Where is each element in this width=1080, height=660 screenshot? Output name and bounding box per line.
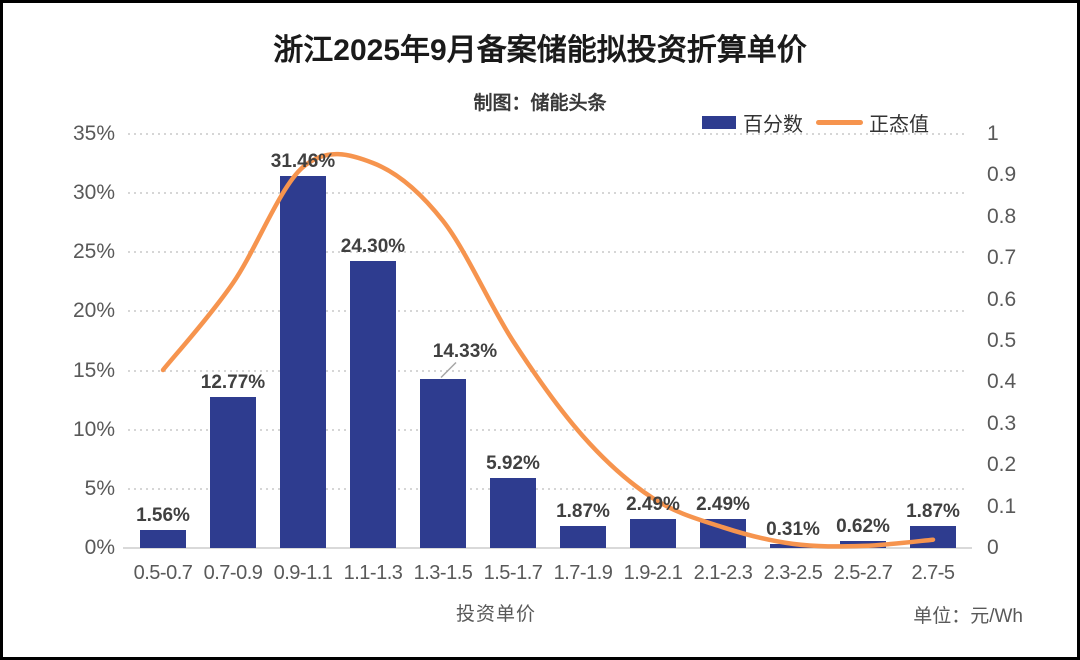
- x-axis-tick-label: 2.7-5: [911, 562, 955, 584]
- x-axis-tick-label: 0.5-0.7: [133, 562, 193, 584]
- bar: [560, 525, 606, 548]
- bar: [420, 378, 466, 548]
- x-axis-tick-label: 2.3-2.5: [763, 562, 823, 584]
- x-axis-tick-label: 1.5-1.7: [483, 562, 543, 584]
- bar-value-label: 5.92%: [486, 452, 540, 474]
- bar: [350, 260, 396, 548]
- unit-label: 单位：元/Wh: [913, 606, 1023, 627]
- right-axis-tick-label: 0.1: [987, 494, 1017, 518]
- bar-value-label: 2.49%: [696, 493, 750, 515]
- x-axis-tick-label: 1.9-2.1: [623, 562, 683, 584]
- x-axis-tick-label: 1.3-1.5: [413, 562, 473, 584]
- right-axis-tick-label: 0: [987, 536, 999, 559]
- gridline: [128, 310, 968, 313]
- left-axis-tick-label: 10%: [72, 417, 115, 441]
- bar-value-label: 1.87%: [556, 500, 610, 522]
- bar-value-label: 0.62%: [836, 515, 890, 537]
- legend-line-swatch-icon: [816, 119, 863, 125]
- right-axis-tick-label: 0.3: [987, 411, 1017, 435]
- x-axis-title: 投资单价: [456, 604, 537, 625]
- bar: [210, 396, 256, 548]
- x-axis-tick-label: 0.9-1.1: [273, 562, 333, 584]
- x-axis-tick-label: 2.1-2.3: [693, 562, 753, 584]
- legend: 百分数 正态值: [702, 109, 942, 136]
- legend-bar-swatch-icon: [702, 115, 736, 129]
- left-axis-tick-label: 5%: [84, 476, 115, 500]
- chart-title: 浙江2025年9月备案储能拟投资折算单价: [273, 34, 807, 67]
- right-axis-tick-label: 0.6: [987, 287, 1017, 311]
- chart-subtitle: 制图：储能头条: [473, 93, 607, 114]
- gridline: [128, 192, 968, 195]
- right-axis-tick-label: 0.2: [987, 453, 1017, 477]
- x-axis-tick-label: 1.1-1.3: [343, 562, 403, 584]
- bar-value-label: 31.46%: [270, 150, 336, 172]
- bar: [280, 175, 326, 548]
- bar: [490, 477, 536, 548]
- normal-curve-line: [160, 151, 936, 549]
- right-axis-tick-label: 0.8: [987, 204, 1017, 228]
- bar: [770, 544, 816, 548]
- bar-value-label: 14.33%: [432, 340, 498, 362]
- bar: [140, 529, 186, 548]
- right-axis-tick-label: 1: [987, 122, 999, 145]
- bar-value-label: 2.49%: [626, 493, 680, 515]
- left-axis-tick-label: 25%: [72, 240, 115, 264]
- left-axis-tick-label: 15%: [72, 358, 115, 382]
- x-axis-tick-label: 0.7-0.9: [203, 562, 263, 584]
- right-axis-tick-label: 0.7: [987, 246, 1017, 270]
- x-axis-tick-label: 2.5-2.7: [833, 562, 893, 584]
- left-axis-tick-label: 30%: [72, 181, 115, 205]
- legend-label-normal: 正态值: [869, 113, 929, 136]
- gridline: [128, 428, 968, 431]
- gridline: [128, 369, 968, 372]
- callout-leader-line: [440, 361, 457, 379]
- right-axis-tick-label: 0.4: [987, 370, 1017, 394]
- plot-area: 1.56% 12.77% 31.46% 24.30% 14.33% 5.92% 1.87% 2…: [123, 133, 972, 549]
- x-axis-line: [123, 547, 972, 549]
- gridline: [128, 251, 968, 254]
- bar-value-label: 24.30%: [340, 235, 406, 257]
- legend-label-percent: 百分数: [743, 113, 803, 136]
- bar-value-label: 0.31%: [766, 519, 820, 541]
- right-axis-tick-label: 0.9: [987, 163, 1017, 187]
- left-axis-tick-label: 0%: [84, 536, 115, 559]
- bar-value-label: 12.77%: [200, 371, 266, 393]
- right-axis-tick-label: 0.5: [987, 329, 1017, 352]
- left-axis-tick-label: 20%: [72, 299, 115, 323]
- bar-value-label: 1.56%: [136, 504, 190, 526]
- gridline: [128, 133, 968, 135]
- gridline: [128, 487, 968, 490]
- bar: [630, 518, 676, 548]
- bar-value-label: 1.87%: [906, 500, 960, 522]
- x-axis-tick-label: 1.7-1.9: [553, 562, 613, 584]
- left-axis-tick-label: 35%: [72, 122, 115, 145]
